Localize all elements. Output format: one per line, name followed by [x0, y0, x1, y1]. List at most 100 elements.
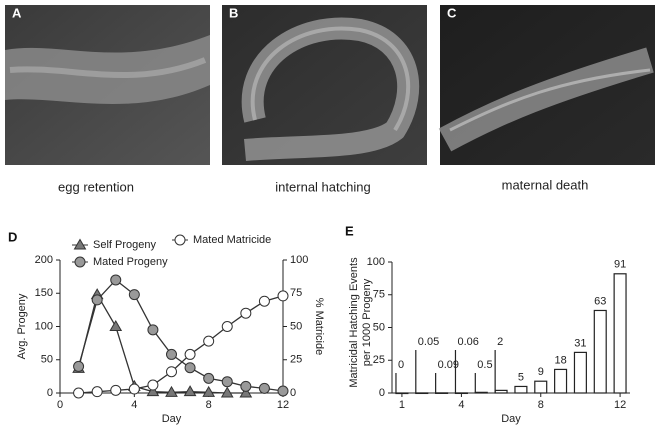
marker	[147, 379, 159, 391]
y-tick-label: 75	[373, 289, 385, 301]
x-tick-label: 8	[206, 399, 212, 411]
y2-axis-title: % Matricide	[313, 298, 325, 355]
series-line	[77, 292, 246, 394]
bar	[415, 392, 429, 395]
bar	[474, 391, 488, 394]
data-label: 2	[497, 336, 503, 348]
y2-tick-label: 25	[290, 354, 302, 366]
y-axis-title: per 1000 Progeny	[361, 278, 373, 366]
x-tick-label: 1	[399, 399, 405, 411]
bar	[514, 385, 528, 394]
y-tick-label: 100	[367, 256, 385, 268]
marker	[184, 348, 196, 360]
marker	[221, 376, 233, 388]
marker	[240, 307, 252, 319]
x-tick-label: 4	[131, 399, 137, 411]
marker	[110, 384, 122, 396]
series-line	[77, 279, 284, 392]
y2-tick-label: 50	[290, 320, 302, 332]
data-label: 0.05	[418, 336, 439, 348]
bar	[573, 351, 587, 394]
panel-letter: E	[345, 223, 354, 238]
y-tick-label: 0	[47, 387, 53, 399]
y-tick-label: 50	[373, 321, 385, 333]
data-label: 63	[594, 295, 606, 307]
y-tick-label: 50	[41, 354, 53, 366]
marker	[73, 387, 85, 399]
marker	[166, 348, 177, 360]
marker	[221, 321, 233, 332]
y-tick-label: 150	[35, 287, 53, 299]
y2-tick-label: 75	[290, 287, 302, 299]
y2-tick-label: 0	[290, 387, 296, 399]
x-tick-label: 4	[458, 399, 464, 411]
panel-letter: D	[8, 229, 17, 244]
x-axis-title: Day	[501, 413, 521, 425]
marker	[239, 386, 253, 398]
marker	[91, 294, 103, 306]
x-tick-label: 12	[614, 399, 626, 411]
x-axis-title: Day	[162, 413, 182, 425]
marker	[166, 366, 177, 378]
bar	[454, 392, 468, 395]
legend-marker	[174, 234, 186, 246]
marker	[240, 380, 252, 392]
marker	[183, 385, 197, 397]
marker	[109, 320, 123, 331]
bar	[613, 273, 627, 394]
legend-label: Mated Progeny	[93, 256, 168, 268]
marker	[128, 289, 140, 301]
marker	[202, 385, 216, 397]
legend-label: Self Progeny	[93, 239, 156, 251]
data-label: 0.5	[477, 359, 492, 371]
bar	[554, 368, 568, 394]
y-tick-label: 25	[373, 354, 385, 366]
marker	[165, 385, 178, 397]
panel-letter: B	[229, 5, 238, 20]
legend-marker	[73, 238, 87, 250]
data-label: 9	[538, 366, 544, 378]
data-label: 0.06	[457, 336, 478, 348]
panel-letter: A	[12, 5, 22, 20]
panel-letter: C	[447, 5, 457, 20]
bar	[534, 380, 548, 394]
series-line	[78, 295, 284, 394]
photo-b: B	[222, 5, 427, 165]
data-label: 0.09	[438, 359, 459, 371]
marker	[147, 324, 159, 336]
caption: internal hatching	[275, 179, 370, 194]
marker	[128, 383, 140, 395]
y-tick-label: 100	[35, 320, 53, 332]
bar	[435, 392, 449, 394]
y-axis-title: Avg. Progeny	[16, 293, 28, 359]
bar	[494, 389, 508, 394]
caption: egg retention	[58, 179, 134, 194]
data-label: 91	[614, 259, 626, 271]
bar	[593, 309, 607, 394]
marker	[91, 386, 103, 398]
marker	[146, 385, 160, 397]
caption: maternal death	[502, 177, 589, 192]
photo-a: A	[5, 5, 210, 165]
photo-c: C	[438, 5, 655, 165]
marker	[110, 274, 122, 286]
data-label: 31	[574, 337, 586, 349]
marker	[184, 362, 196, 374]
y-axis-title: Matricidal Hatching Events	[348, 257, 360, 388]
marker	[277, 385, 289, 397]
marker	[73, 360, 85, 372]
y-tick-label: 0	[379, 387, 385, 399]
data-label: 5	[518, 371, 524, 383]
legend-marker	[74, 256, 86, 268]
marker	[220, 386, 234, 398]
marker	[258, 382, 270, 394]
x-tick-label: 0	[57, 399, 63, 411]
y2-tick-label: 100	[290, 254, 308, 266]
marker	[258, 295, 270, 307]
bar	[395, 392, 409, 395]
marker	[203, 372, 215, 384]
x-tick-label: 12	[277, 399, 289, 411]
legend-label: Mated Matricide	[193, 234, 271, 246]
data-label: 0	[398, 359, 404, 371]
